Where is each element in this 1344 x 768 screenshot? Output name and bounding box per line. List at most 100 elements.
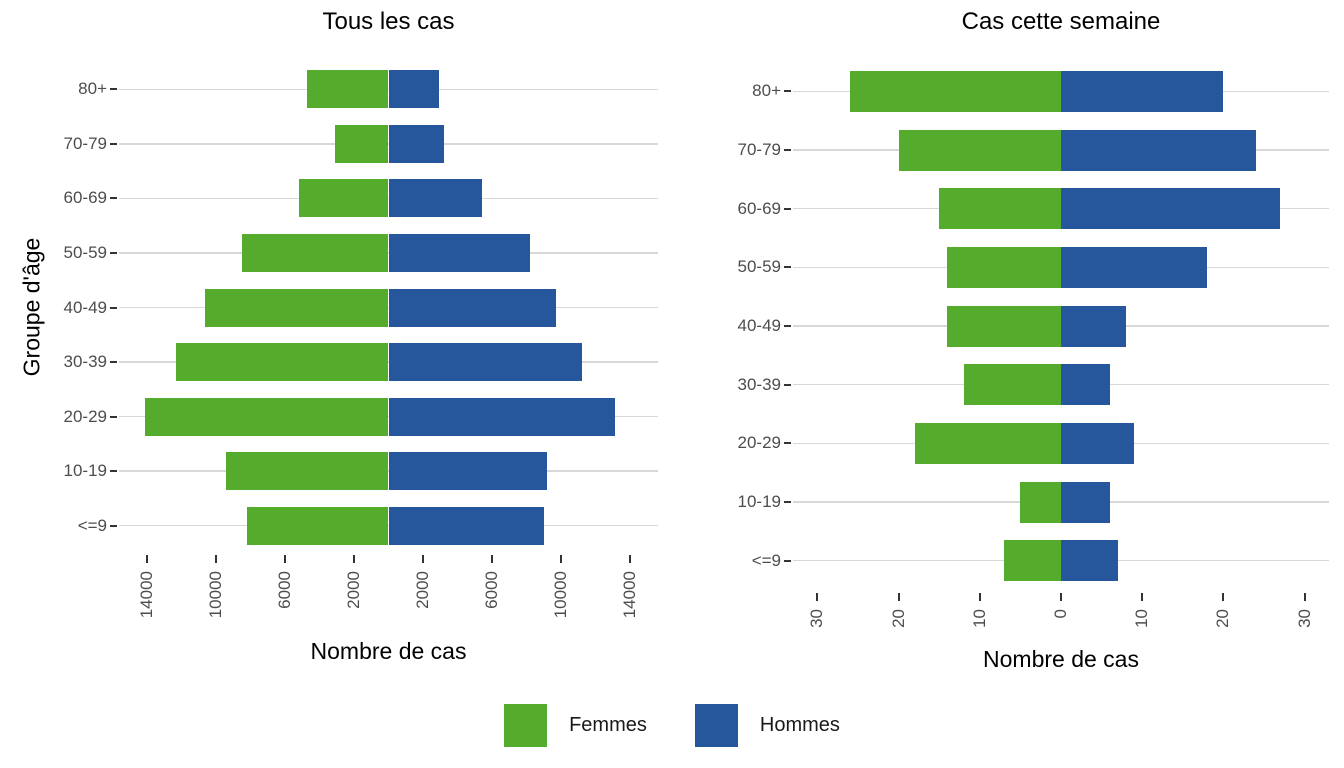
x-tick-label: 6000 <box>274 571 294 609</box>
x-tick-label: 10 <box>1132 609 1152 628</box>
bar-femmes-<=9 <box>1004 540 1061 582</box>
x-tick-label: 2000 <box>343 571 363 609</box>
legend: Femmes Hommes <box>0 701 1344 749</box>
y-axis-tick <box>110 251 117 254</box>
bar-hommes-40-49 <box>388 288 557 327</box>
y-tick-label: 40-49 <box>737 316 781 335</box>
x-axis-tick <box>352 555 355 563</box>
x-tick-label: 20 <box>888 609 908 628</box>
bar-femmes-30-39 <box>963 364 1061 406</box>
bar-femmes-<=9 <box>246 506 389 545</box>
y-tick-label: 80+ <box>752 81 781 101</box>
bar-femmes-40-49 <box>947 305 1061 347</box>
bar-hommes-50-59 <box>1061 246 1208 288</box>
x-axis-tick <box>491 555 494 563</box>
y-tick-label: 20-29 <box>63 406 107 426</box>
x-tick-label: 2000 <box>413 571 433 609</box>
bar-hommes-<=9 <box>1061 540 1118 582</box>
y-axis-tick <box>784 501 791 503</box>
bar-femmes-50-59 <box>947 246 1061 288</box>
bar-hommes-10-19 <box>1061 481 1110 523</box>
bar-hommes-20-29 <box>1061 422 1135 464</box>
y-axis-tick <box>110 470 117 473</box>
plot-area <box>793 62 1329 590</box>
y-axis-tick <box>110 415 117 418</box>
y-tick-label: <=9 <box>751 550 781 570</box>
y-axis-tick <box>784 383 791 386</box>
y-tick-label: 20-29 <box>737 433 781 453</box>
y-tick-label: 70-79 <box>737 140 781 159</box>
left-panel-title: Tous les cas <box>322 8 455 35</box>
y-tick-label: 70-79 <box>63 133 107 153</box>
bar-hommes-80+ <box>1061 70 1224 112</box>
bar-hommes-70-79 <box>1061 129 1256 171</box>
x-axis-tick <box>145 555 148 563</box>
bar-femmes-80+ <box>307 70 389 109</box>
legend-label-femmes: Femmes <box>569 713 647 736</box>
x-tick-label: 10000 <box>551 571 571 619</box>
x-axis-tick <box>978 593 981 601</box>
right-x-axis-title: Nombre de cas <box>983 646 1139 672</box>
y-tick-label: 50-59 <box>737 257 781 277</box>
y-axis-tick <box>110 197 117 200</box>
legend-item-femmes: Femmes <box>504 703 647 747</box>
x-axis-tick <box>1303 593 1306 601</box>
bar-hommes-60-69 <box>388 179 482 218</box>
x-axis-tick <box>283 555 286 563</box>
y-tick-label: 60-69 <box>63 188 107 208</box>
y-axis-tick <box>110 524 117 527</box>
x-tick-label: 6000 <box>482 571 502 609</box>
x-tick-label: 10 <box>969 609 989 628</box>
bar-femmes-80+ <box>849 70 1061 112</box>
hommes-swatch <box>694 703 738 747</box>
y-axis-tick <box>784 266 791 269</box>
bar-hommes-<=9 <box>388 506 544 545</box>
y-axis-tick <box>784 559 791 562</box>
x-axis-tick <box>1222 593 1225 601</box>
y-axis-tick <box>784 442 791 445</box>
y-tick-label: 10-19 <box>737 492 781 511</box>
bar-femmes-70-79 <box>334 124 389 163</box>
x-axis-tick <box>422 555 425 563</box>
bar-hommes-20-29 <box>388 397 615 436</box>
y-tick-label: <=9 <box>77 515 107 535</box>
x-axis-tick <box>560 555 563 563</box>
bar-femmes-30-39 <box>176 343 389 382</box>
bar-hommes-70-79 <box>388 124 444 163</box>
legend-label-hommes: Hommes <box>759 713 840 736</box>
x-tick-label: 30 <box>807 609 827 628</box>
bar-femmes-10-19 <box>1020 481 1061 523</box>
left-x-axis-title: Nombre de cas <box>310 638 467 664</box>
bar-hommes-30-39 <box>388 343 582 382</box>
bar-hommes-40-49 <box>1061 305 1126 347</box>
bar-femmes-20-29 <box>144 397 389 436</box>
femmes-swatch <box>504 703 548 747</box>
x-tick-label: 10000 <box>205 571 225 619</box>
x-tick-label: 0 <box>1051 609 1070 619</box>
x-axis-tick <box>897 593 900 601</box>
y-axis-tick <box>784 325 791 327</box>
bar-femmes-70-79 <box>898 129 1061 171</box>
bar-femmes-10-19 <box>226 452 389 491</box>
y-axis-tick <box>110 88 117 91</box>
bar-hommes-30-39 <box>1061 364 1110 406</box>
y-tick-label: 10-19 <box>63 461 107 481</box>
y-tick-label: 60-69 <box>737 198 781 218</box>
bar-femmes-40-49 <box>205 288 389 327</box>
right-panel-title: Cas cette semaine <box>961 8 1161 35</box>
x-axis-tick <box>629 555 632 563</box>
bar-femmes-20-29 <box>914 422 1061 464</box>
bar-hommes-50-59 <box>388 233 531 272</box>
x-axis-tick <box>1060 593 1062 601</box>
x-tick-label: 30 <box>1294 609 1314 628</box>
y-tick-label: 30-39 <box>63 352 107 372</box>
bar-hommes-80+ <box>388 70 439 109</box>
y-tick-label: 50-59 <box>63 242 107 262</box>
x-tick-label: 20 <box>1213 609 1233 628</box>
y-tick-label: 80+ <box>78 79 107 99</box>
x-tick-label: 14000 <box>620 571 640 619</box>
x-axis-tick <box>1141 593 1144 601</box>
x-axis-tick <box>816 593 819 601</box>
y-axis-tick <box>110 142 117 145</box>
